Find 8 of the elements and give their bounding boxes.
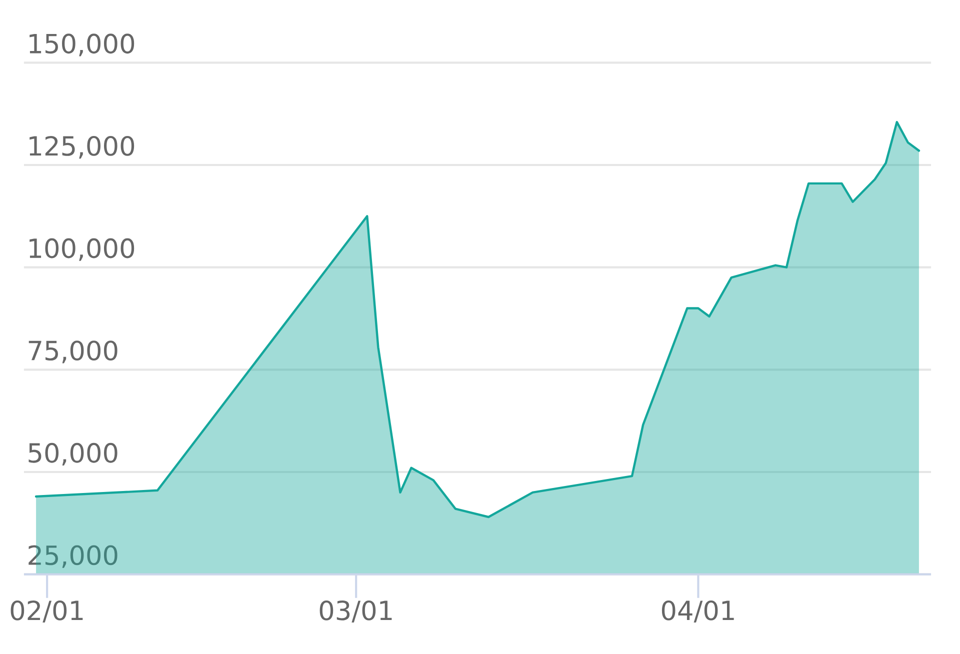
- y-tick-label: 100,000: [30, 238, 134, 261]
- y-tick-label: 75,000: [28, 340, 118, 364]
- x-tick-label: 04/01: [662, 600, 734, 622]
- y-tick-label: 50,000: [28, 442, 118, 466]
- y-tick-label: 150,000: [30, 34, 134, 56]
- y-tick-label: 125,000: [30, 136, 134, 159]
- x-tick-label: 03/01: [320, 600, 392, 622]
- x-tick-label: 02/01: [10, 600, 83, 622]
